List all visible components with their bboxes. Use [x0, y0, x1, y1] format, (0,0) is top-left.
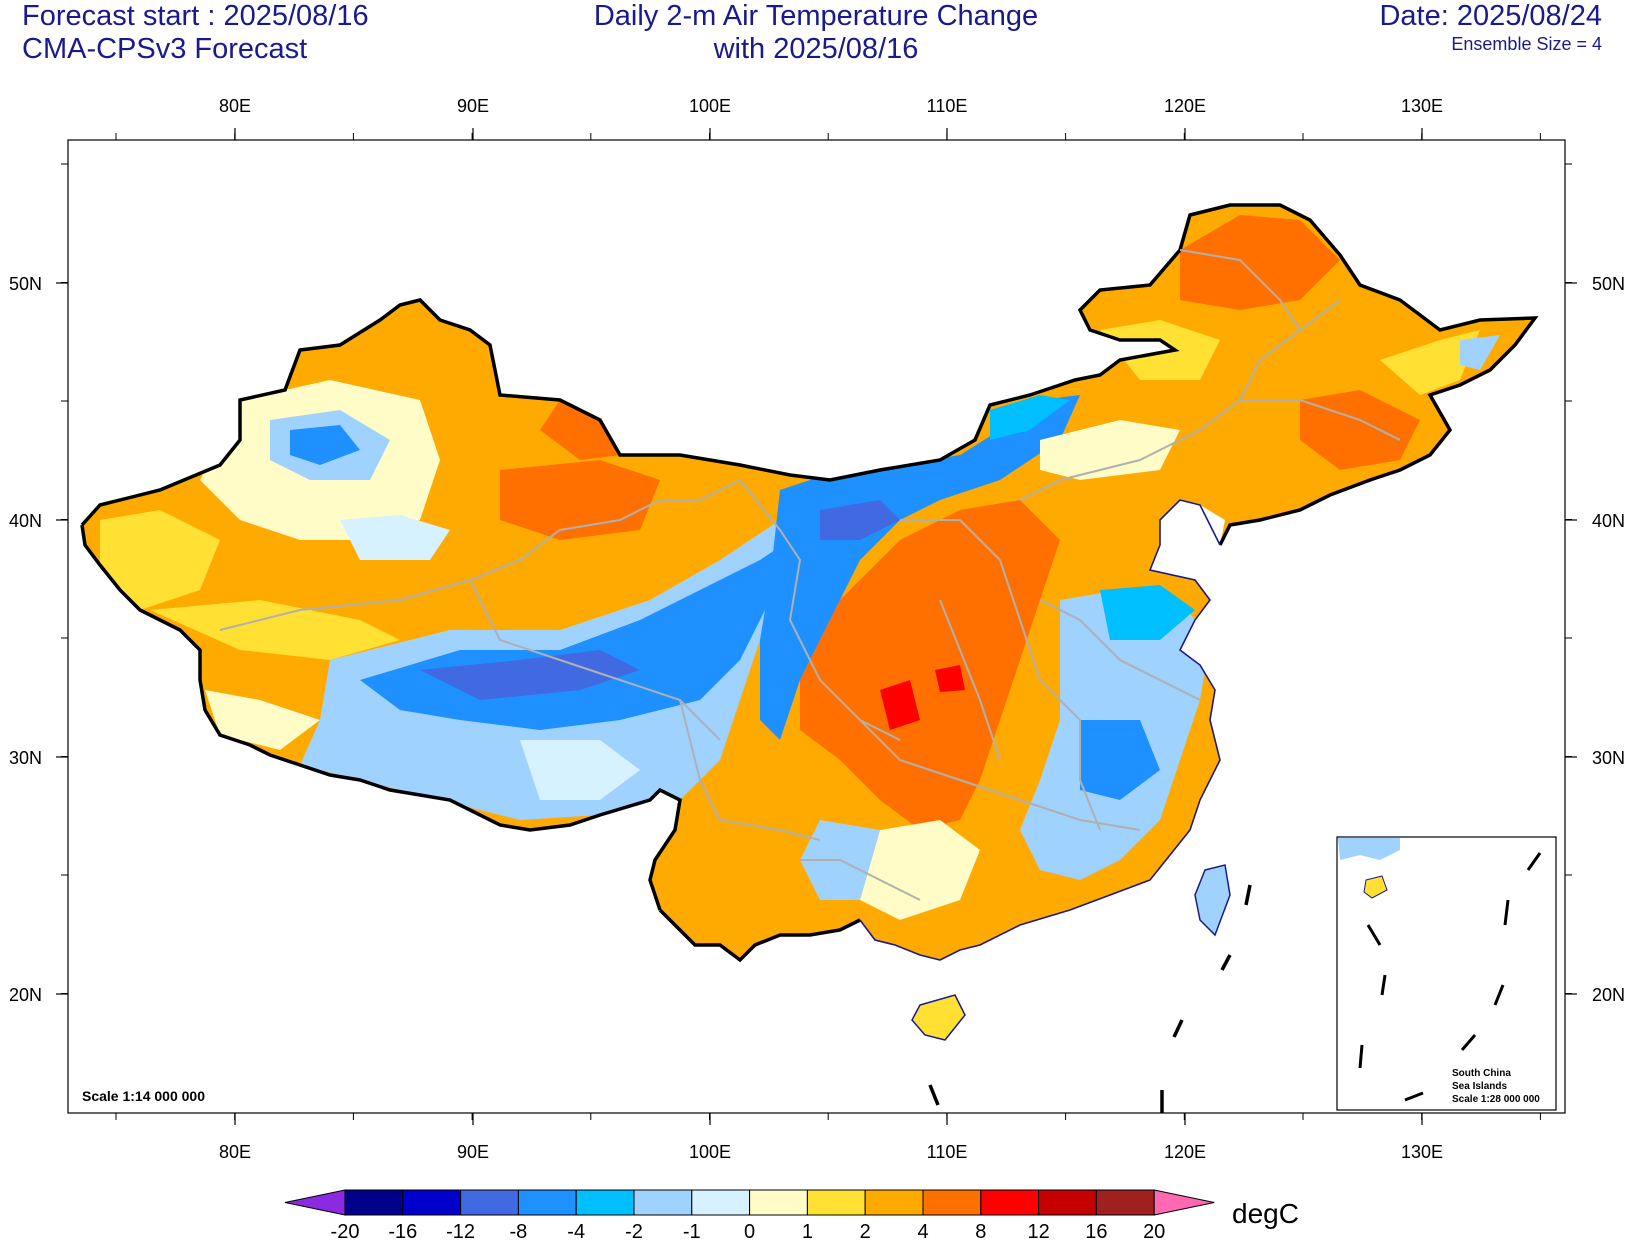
- province-boundaries: [219, 249, 1401, 901]
- colorbar-bin: [864, 1189, 924, 1216]
- lon-label-bottom: 100E: [689, 1142, 731, 1162]
- lon-label-bottom: 130E: [1401, 1142, 1443, 1162]
- lat-label-right: 50N: [1592, 274, 1625, 294]
- lat-label-right: 20N: [1592, 985, 1625, 1005]
- taiwan-island: [1194, 864, 1231, 937]
- colorbar-under-arrow: [284, 1189, 346, 1216]
- inset-label-line1: South China: [1452, 1068, 1511, 1079]
- colorbar-bin: [749, 1189, 808, 1216]
- colorbar-bin: [575, 1189, 635, 1216]
- inset-scale-label: Scale 1:28 000 000: [1452, 1094, 1540, 1105]
- lon-label-bottom: 110E: [927, 1142, 968, 1162]
- colorbar-unit-label: degC: [1232, 1198, 1299, 1229]
- hainan-island: [911, 994, 966, 1041]
- colorbar-tick-label: -20: [331, 1221, 360, 1241]
- colorbar-tick-label: 4: [917, 1221, 928, 1241]
- colorbar-bin: [1038, 1189, 1097, 1216]
- colorbar-tick-label: 12: [1027, 1221, 1049, 1241]
- colorbar-bin: [691, 1189, 751, 1216]
- colorbar-bin: [806, 1189, 866, 1216]
- lon-label-bottom: 120E: [1164, 1142, 1206, 1162]
- inset-label-line2: Sea Islands: [1452, 1081, 1507, 1092]
- colorbar-tick-label: -1: [683, 1221, 701, 1241]
- colorbar-tick-label: 20: [1143, 1221, 1165, 1241]
- colorbar-bin: [517, 1189, 577, 1216]
- china-border: [80, 203, 1539, 963]
- lon-label-top: 90E: [457, 96, 489, 116]
- lat-label-left: 30N: [9, 748, 42, 768]
- colorbar-bin: [344, 1189, 404, 1216]
- colorbar-over-arrow: [1153, 1189, 1215, 1216]
- colorbar-tick-label: -2: [625, 1221, 643, 1241]
- lon-label-top: 110E: [927, 96, 968, 116]
- south-china-sea-inset: South China Sea Islands Scale 1:28 000 0…: [1336, 836, 1557, 1111]
- colorbar-bin: [402, 1189, 462, 1216]
- colorbar-bin: [1095, 1189, 1155, 1216]
- colorbar-tick-label: 16: [1085, 1221, 1107, 1241]
- colorbar-tick-label: -4: [567, 1221, 585, 1241]
- lon-label-top: 130E: [1401, 96, 1443, 116]
- coastline: [859, 499, 1221, 961]
- lat-label-left: 40N: [9, 511, 42, 531]
- title-line-1: Daily 2-m Air Temperature Change: [593, 0, 1039, 32]
- colorbar-tick-label: 0: [744, 1221, 755, 1241]
- lat-label-right: 30N: [1592, 748, 1625, 768]
- map-scale-label: Scale 1:14 000 000: [82, 1088, 205, 1104]
- colorbar-tick-label: 1: [802, 1221, 813, 1241]
- axis-ticks: 80E 80E 90E 90E 100E 100E 110E 110E 120E 120E 130E…: [9, 96, 1625, 1162]
- colorbar-tick-label: -12: [446, 1221, 475, 1241]
- lat-label-right: 40N: [1592, 511, 1625, 531]
- valid-date-label: Date: 2025/08/24: [1379, 0, 1602, 32]
- lon-label-bottom: 90E: [457, 1142, 489, 1162]
- lon-label-top: 80E: [219, 96, 251, 116]
- title-line-2: with 2025/08/16: [713, 33, 919, 65]
- lon-label-bottom: 80E: [219, 1142, 251, 1162]
- colorbar-tick-label: 2: [860, 1221, 871, 1241]
- lat-label-left: 20N: [9, 985, 42, 1005]
- colorbar-tick-label: -16: [388, 1221, 417, 1241]
- colorbar-bin: [980, 1189, 1040, 1216]
- colorbar-bin: [460, 1189, 519, 1216]
- colorbar-tick-label: 8: [975, 1221, 986, 1241]
- forecast-start-label: Forecast start : 2025/08/16: [22, 0, 369, 32]
- colorbar-bin: [633, 1189, 693, 1216]
- colorbar: -20 -16 -12 -8 -4 -2 -1 0 1 2 4 8 12 16 20: [284, 1189, 1215, 1241]
- lat-label-left: 50N: [9, 274, 42, 294]
- nine-dash-line: [928, 884, 1252, 1113]
- lon-label-top: 100E: [689, 96, 731, 116]
- colorbar-bin: [922, 1189, 982, 1216]
- model-label: CMA-CPSv3 Forecast: [22, 33, 308, 65]
- colorbar-tick-label: -8: [510, 1221, 528, 1241]
- lon-label-top: 120E: [1164, 96, 1206, 116]
- ensemble-size-label: Ensemble Size = 4: [1451, 34, 1602, 54]
